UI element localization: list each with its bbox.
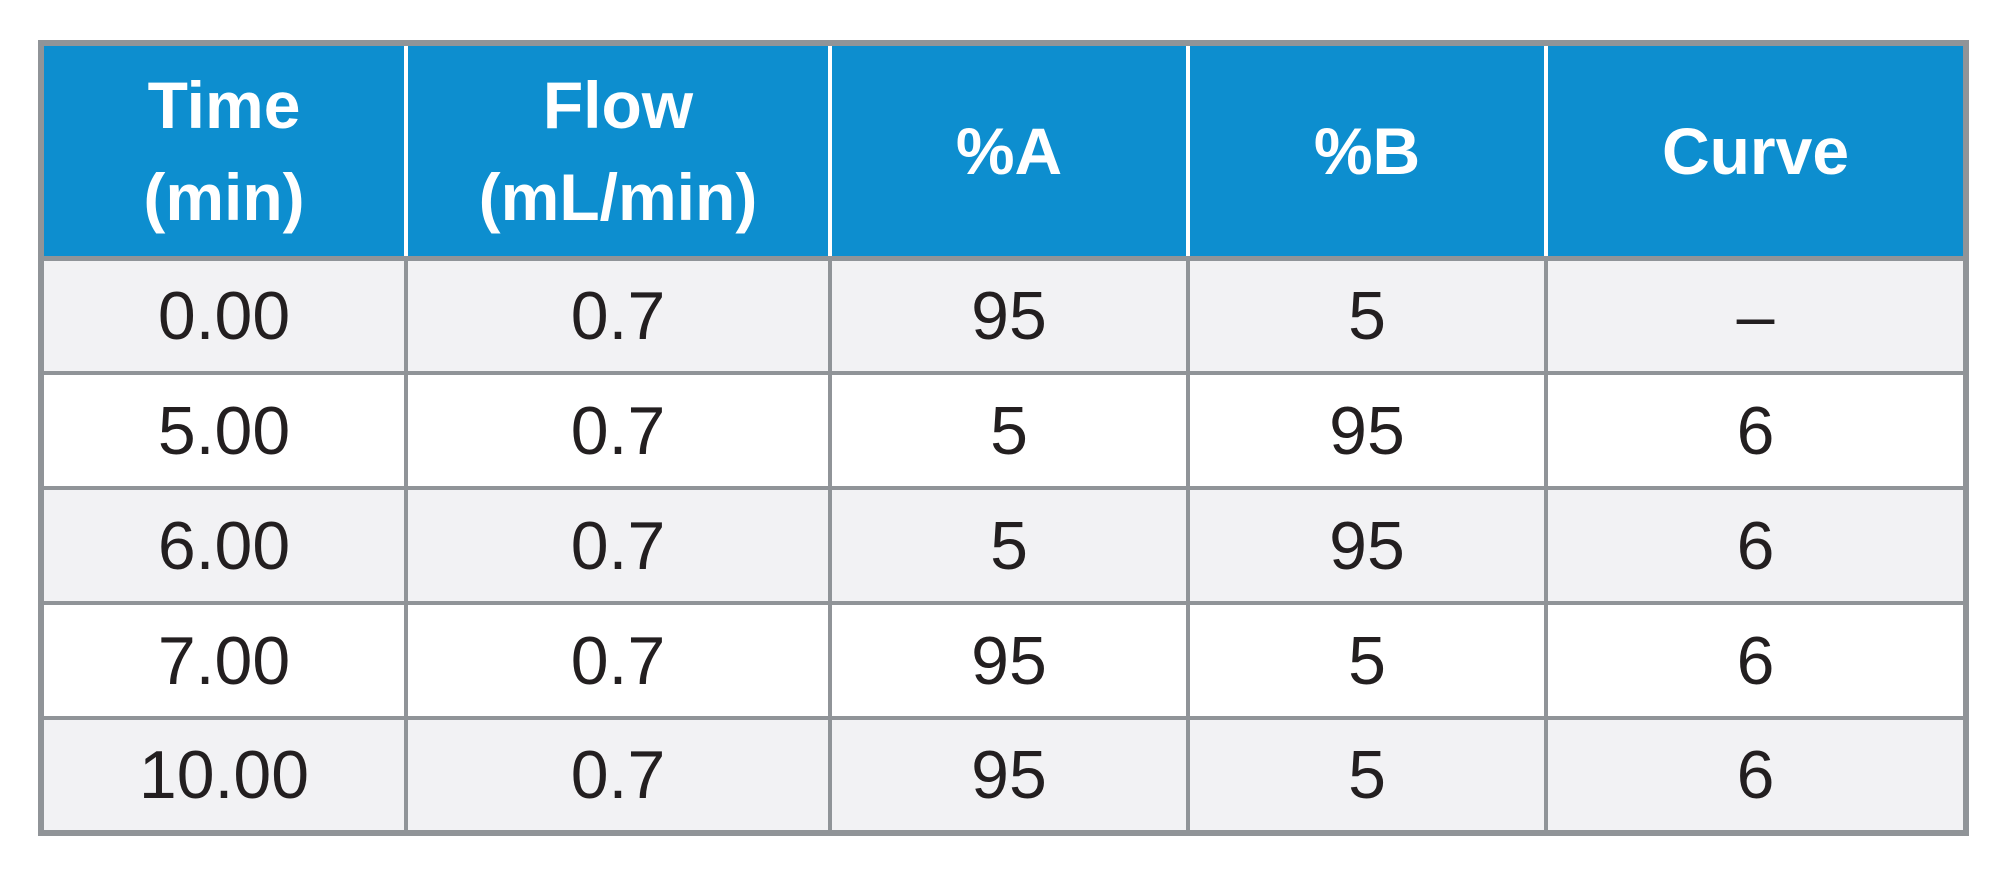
- cell-curve: 6: [1544, 716, 1968, 835]
- cell-percent-b: 5: [1186, 256, 1548, 375]
- cell-curve: –: [1544, 256, 1968, 375]
- col-header-percent-b: %B: [1188, 43, 1548, 261]
- cell-flow: 0.7: [404, 486, 832, 605]
- table-body: 0.00 0.7 95 5 – 5.00 0.7 5 95 6 6.00 0.7…: [39, 256, 1968, 835]
- cell-flow: 0.7: [404, 716, 832, 835]
- cell-percent-b: 5: [1186, 716, 1548, 835]
- cell-flow: 0.7: [404, 601, 832, 720]
- col-header-percent-b-line1: %B: [1313, 113, 1421, 188]
- cell-time: 10.00: [39, 716, 408, 835]
- cell-flow: 0.7: [404, 256, 832, 375]
- cell-percent-b: 95: [1186, 371, 1548, 490]
- table-row: 10.00 0.7 95 5 6: [39, 716, 1968, 835]
- cell-percent-a: 95: [828, 716, 1190, 835]
- cell-curve: 6: [1544, 486, 1968, 605]
- cell-percent-b: 95: [1186, 486, 1548, 605]
- cell-curve: 6: [1544, 371, 1968, 490]
- col-header-flow-line2: (mL/min): [478, 159, 758, 234]
- col-header-time: Time (min): [41, 43, 408, 261]
- col-header-time-line2: (min): [143, 159, 305, 234]
- table-row: 7.00 0.7 95 5 6: [39, 601, 1968, 720]
- col-header-flow: Flow (mL/min): [406, 43, 832, 261]
- cell-percent-a: 95: [828, 256, 1190, 375]
- table-row: 6.00 0.7 5 95 6: [39, 486, 1968, 605]
- col-header-percent-a: %A: [830, 43, 1190, 261]
- table-header-row: Time (min) Flow (mL/min) %A %B Curve: [41, 43, 1966, 261]
- table-header: Time (min) Flow (mL/min) %A %B Curve: [41, 43, 1966, 261]
- cell-percent-b: 5: [1186, 601, 1548, 720]
- col-header-flow-line1: Flow: [542, 67, 694, 142]
- col-header-percent-a-line1: %A: [955, 113, 1063, 188]
- col-header-curve-line1: Curve: [1661, 113, 1850, 188]
- col-header-curve: Curve: [1546, 43, 1966, 261]
- table-row: 0.00 0.7 95 5 –: [39, 256, 1968, 375]
- cell-time: 6.00: [39, 486, 408, 605]
- cell-flow: 0.7: [404, 371, 832, 490]
- cell-curve: 6: [1544, 601, 1968, 720]
- cell-time: 0.00: [39, 256, 408, 375]
- cell-percent-a: 5: [828, 486, 1190, 605]
- cell-percent-a: 95: [828, 601, 1190, 720]
- col-header-time-line1: Time: [147, 67, 301, 142]
- cell-time: 7.00: [39, 601, 408, 720]
- cell-percent-a: 5: [828, 371, 1190, 490]
- cell-time: 5.00: [39, 371, 408, 490]
- gradient-table: Time (min) Flow (mL/min) %A %B Curve: [38, 40, 1969, 836]
- table-row: 5.00 0.7 5 95 6: [39, 371, 1968, 490]
